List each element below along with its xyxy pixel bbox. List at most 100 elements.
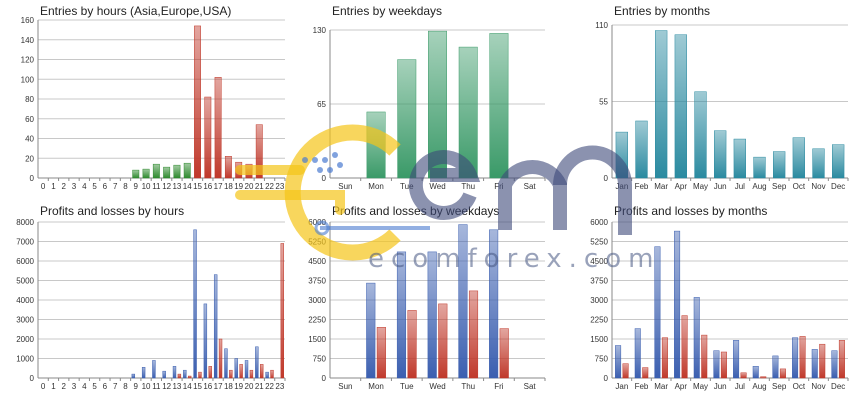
hours-pnl-ytick-label: 1000	[16, 355, 34, 364]
hours-pnl-bar	[260, 364, 264, 379]
hours-pnl-xtick-label: 1	[51, 382, 56, 391]
weekday-entries-title: Entries by weekdays	[332, 4, 442, 18]
hours-entries-xtick-label: 11	[152, 182, 161, 191]
hours-pnl-xtick-label: 13	[172, 382, 181, 391]
hours-entries-ytick-label: 20	[25, 154, 34, 163]
month-pnl-bar	[779, 368, 786, 379]
hours-pnl-bar	[193, 229, 197, 379]
hours-entries-bar	[224, 156, 232, 179]
hours-pnl-xtick-label: 15	[193, 382, 202, 391]
month-pnl-bar	[811, 349, 818, 379]
month-pnl-bar	[693, 297, 700, 379]
hours-entries-xtick-label: 15	[193, 182, 202, 191]
month-pnl-xtick-label: Jan	[615, 382, 628, 391]
hours-pnl-xtick-label: 7	[113, 382, 118, 391]
hours-entries-xtick-label: 14	[183, 182, 192, 191]
hours-entries-bar	[163, 166, 171, 179]
hours-pnl-bar	[213, 274, 218, 379]
hours-entries-xtick-label: 6	[103, 182, 108, 191]
hours-pnl-bar	[183, 369, 187, 379]
weekday-entries-ytick-label: 130	[313, 26, 327, 35]
hours-pnl-title: Profits and losses by hours	[40, 204, 184, 218]
month-pnl-bar	[792, 337, 799, 379]
weekday-pnl-xtick-label: Tue	[400, 382, 414, 391]
month-pnl-bar	[838, 340, 845, 379]
hours-entries-xtick-label: 8	[123, 182, 128, 191]
hours-entries-xtick-label: 23	[275, 182, 284, 191]
month-entries-bar	[635, 120, 648, 179]
hours-entries-xtick-label: 3	[72, 182, 77, 191]
hours-pnl-xtick-label: 4	[82, 382, 87, 391]
weekday-entries-xtick-label: Fri	[494, 182, 504, 191]
hours-pnl-xtick-label: 5	[92, 382, 97, 391]
month-pnl-ytick-label: 1500	[590, 335, 608, 344]
hours-entries-xtick-label: 19	[234, 182, 243, 191]
hours-entries-xtick-label: 7	[113, 182, 118, 191]
month-pnl-bar	[615, 345, 622, 379]
month-entries-bar	[714, 130, 727, 179]
month-entries-bar	[615, 131, 628, 179]
hours-pnl-bar	[152, 360, 156, 379]
hours-entries-ytick-label: 0	[30, 174, 35, 183]
month-pnl-bar	[760, 376, 767, 379]
month-pnl-bar	[701, 334, 708, 379]
hours-pnl-xtick-label: 2	[62, 382, 67, 391]
month-entries-bar	[812, 148, 825, 179]
month-pnl-xtick-label: May	[693, 382, 708, 391]
month-pnl-xtick-label: Nov	[811, 382, 825, 391]
month-pnl-xtick-label: Mar	[654, 382, 668, 391]
month-entries-xtick-label: Jul	[735, 182, 745, 191]
hours-pnl-xtick-label: 18	[224, 382, 233, 391]
hours-entries-bar	[194, 25, 201, 179]
month-pnl-bar	[622, 363, 629, 379]
month-entries-bar	[753, 156, 766, 179]
month-pnl-bar	[799, 336, 806, 379]
weekday-pnl-bar	[489, 229, 499, 379]
hours-pnl-bar	[187, 375, 192, 379]
hours-entries-bar	[152, 163, 160, 179]
hours-entries-xtick-label: 5	[92, 182, 97, 191]
hours-entries-xtick-label: 16	[203, 182, 212, 191]
hours-pnl-ytick-label: 4000	[16, 296, 34, 305]
weekday-pnl-xtick-label: Fri	[494, 382, 504, 391]
hours-pnl-xtick-label: 23	[275, 382, 284, 391]
hours-entries-ytick-label: 120	[21, 56, 35, 65]
weekday-pnl-ytick-label: 2250	[308, 316, 326, 325]
month-pnl-bar	[831, 350, 838, 379]
hours-pnl-ytick-label: 7000	[16, 238, 34, 247]
month-entries-xtick-label: Dec	[831, 182, 845, 191]
month-pnl-xtick-label: Dec	[831, 382, 845, 391]
weekday-entries-bar	[489, 33, 509, 179]
weekday-pnl-bar	[458, 224, 468, 379]
hours-entries-ytick-label: 40	[25, 135, 34, 144]
weekday-pnl-xtick-label: Mon	[368, 382, 384, 391]
hours-pnl-bar	[141, 367, 146, 379]
month-entries-xtick-label: May	[693, 182, 708, 191]
hours-entries-xtick-label: 9	[134, 182, 139, 191]
hours-pnl-xtick-label: 6	[103, 382, 108, 391]
weekday-pnl-title: Profits and losses by weekdays	[332, 204, 499, 218]
month-entries-bar	[792, 137, 805, 179]
hours-pnl-xtick-label: 21	[255, 382, 264, 391]
weekday-entries-xtick-label: Mon	[368, 182, 384, 191]
month-pnl-xtick-label: Oct	[793, 382, 806, 391]
weekday-entries-bar	[458, 46, 478, 179]
weekday-pnl-bar	[427, 251, 437, 379]
hours-pnl-bar	[234, 358, 238, 379]
weekday-pnl-bar	[376, 327, 386, 379]
month-entries-bar	[773, 151, 786, 179]
month-entries-xtick-label: Oct	[793, 182, 806, 191]
hours-pnl-bar	[218, 338, 223, 379]
hours-pnl-bar	[177, 373, 182, 379]
month-entries-xtick-label: Nov	[811, 182, 825, 191]
hours-entries-xtick-label: 22	[265, 182, 274, 191]
weekday-pnl-bar	[468, 290, 479, 379]
month-pnl-ytick-label: 5250	[590, 238, 608, 247]
weekday-pnl-bar	[499, 328, 509, 379]
month-entries-ytick-label: 0	[604, 174, 609, 183]
month-pnl-bar	[713, 350, 720, 379]
month-pnl-xtick-label: Jun	[714, 382, 727, 391]
month-pnl-bar	[642, 367, 649, 379]
month-entries-bar	[733, 138, 746, 179]
month-pnl-ytick-label: 750	[595, 355, 609, 364]
